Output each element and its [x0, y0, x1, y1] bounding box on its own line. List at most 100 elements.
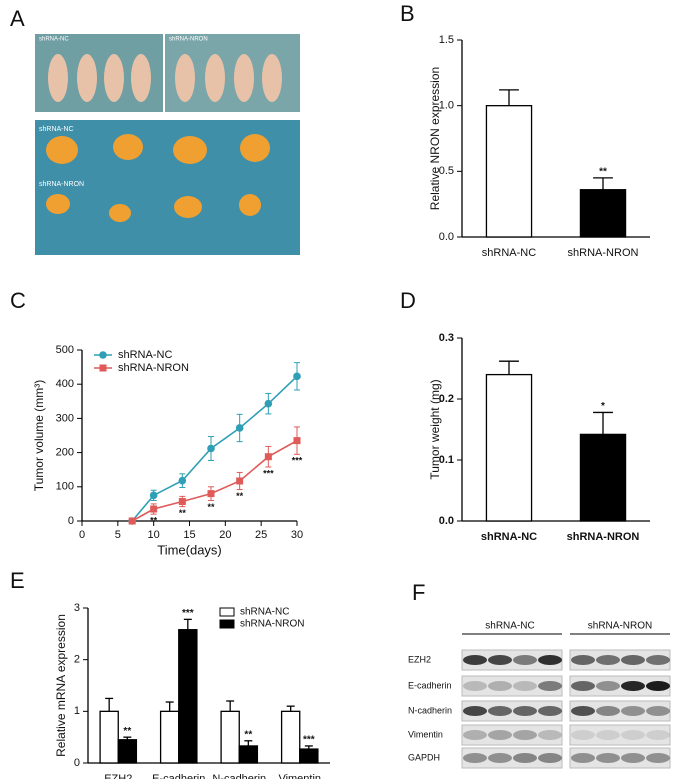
- band: [538, 706, 562, 716]
- row-label: E-cadherin: [408, 680, 452, 690]
- x-tick-label: EZH2: [104, 773, 132, 779]
- band: [513, 706, 537, 716]
- marker: [235, 424, 244, 432]
- band: [621, 655, 645, 665]
- marker: [293, 372, 301, 381]
- y-tick-label: 0.3: [439, 332, 454, 344]
- chart: B Relative NRON expression 0.0 0.5 1.0 1.5 shR…: [400, 1, 650, 259]
- band: [488, 706, 512, 716]
- band: [571, 753, 595, 763]
- x-tick-label: 30: [291, 529, 303, 541]
- band: [571, 730, 595, 740]
- y-axis-title: Tumor volume (mm³): [32, 380, 46, 492]
- band: [513, 681, 537, 691]
- band: [646, 730, 670, 740]
- band: [596, 655, 620, 665]
- marker: [236, 477, 244, 485]
- row-label: Vimentin: [408, 729, 443, 739]
- band: [646, 753, 670, 763]
- photo-label: shRNA-NC: [39, 126, 74, 133]
- legend-swatch: [219, 607, 235, 617]
- y-tick-label: 0.0: [439, 515, 454, 527]
- legend-label: shRNA-NRON: [118, 362, 189, 374]
- band: [646, 681, 670, 691]
- significance: ***: [263, 468, 274, 478]
- band: [538, 681, 562, 691]
- y-tick-label: 0: [74, 757, 80, 769]
- x-tick-label: Vimentin: [278, 773, 321, 779]
- tumor-photo: [35, 120, 300, 255]
- band: [621, 706, 645, 716]
- band: [571, 706, 595, 716]
- mice-photo: [35, 34, 300, 112]
- row-label: N-cadherin: [408, 705, 452, 715]
- x-tick-label: 20: [219, 529, 231, 541]
- blot-strip: [569, 700, 671, 722]
- panel-letter: A: [10, 6, 25, 31]
- band: [488, 655, 512, 665]
- band: [538, 655, 562, 665]
- panel-letter: B: [400, 1, 415, 26]
- band: [463, 655, 487, 665]
- significance: ***: [292, 456, 303, 466]
- band: [646, 706, 670, 716]
- significance: **: [244, 729, 252, 740]
- marker: [178, 476, 187, 485]
- bar: [579, 433, 627, 522]
- western-blot: EZH2 E-cadherin N-cadherin Vimentin GAPDH: [408, 649, 671, 769]
- bar: [485, 105, 533, 238]
- marker: [150, 505, 158, 513]
- legend-marker: [99, 364, 107, 372]
- band: [646, 655, 670, 665]
- panel-letter: E: [10, 568, 25, 593]
- y-tick-label: 0.5: [439, 165, 454, 177]
- x-tick-label: shRNA-NC: [482, 247, 536, 259]
- legend-swatch: [219, 619, 235, 629]
- significance: ***: [182, 608, 194, 619]
- band: [488, 753, 512, 763]
- bar: [579, 189, 627, 238]
- chart: E Relative mRNA expression 0 1 2 3 EZH2 ** E-cad…: [10, 568, 330, 779]
- band: [596, 706, 620, 716]
- bar: [299, 748, 319, 764]
- band: [596, 753, 620, 763]
- y-tick-label: 400: [56, 378, 74, 390]
- marker: [264, 453, 272, 461]
- bar: [159, 710, 180, 764]
- band: [571, 655, 595, 665]
- marker: [207, 490, 215, 498]
- x-tick-label: shRNA-NC: [481, 531, 537, 543]
- significance: **: [179, 508, 187, 518]
- y-tick-label: 1.5: [439, 34, 454, 46]
- bar: [238, 745, 259, 764]
- x-tick-label: E-cadherin: [152, 773, 205, 779]
- row-label: GAPDH: [408, 752, 440, 762]
- y-tick-label: 100: [56, 481, 74, 493]
- legend-label: shRNA-NC: [240, 607, 289, 618]
- y-axis-title: Relative mRNA expression: [54, 614, 68, 757]
- y-tick-label: 3: [74, 602, 80, 614]
- y-tick-label: 2: [74, 654, 80, 666]
- band: [513, 730, 537, 740]
- band: [571, 681, 595, 691]
- significance: **: [599, 167, 607, 178]
- y-tick-label: 0: [68, 515, 74, 527]
- x-axis-title: Time(days): [157, 542, 222, 557]
- band: [488, 730, 512, 740]
- photo-label: shRNA-NRON: [169, 37, 208, 43]
- band: [463, 706, 487, 716]
- marker: [149, 491, 158, 500]
- marker: [207, 444, 215, 453]
- y-tick-label: 0.2: [439, 393, 454, 405]
- band: [538, 753, 562, 763]
- blot-strip: [461, 747, 563, 769]
- significance: ***: [303, 735, 315, 746]
- y-tick-label: 300: [56, 412, 74, 424]
- band: [488, 681, 512, 691]
- y-tick-label: 1.0: [439, 100, 454, 112]
- significance: *: [601, 401, 605, 412]
- panel-letter: F: [412, 580, 425, 605]
- chart: D Tumor weight (mg) 0.0 0.1 0.2 0.3 shRNA-NC sh…: [400, 288, 650, 543]
- x-tick-label: shRNA-NRON: [568, 247, 639, 259]
- band: [463, 730, 487, 740]
